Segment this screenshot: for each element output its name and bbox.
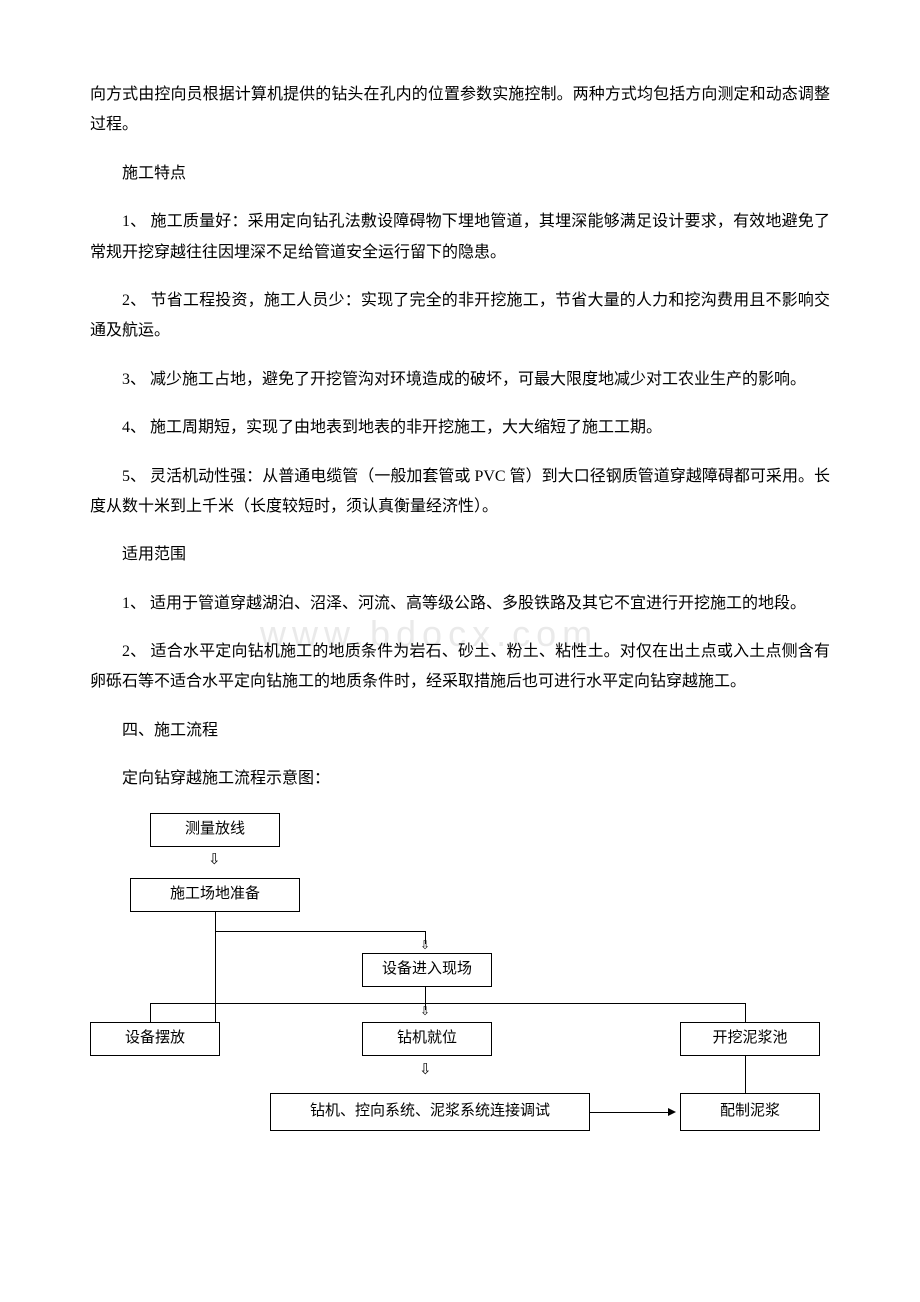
connector-line bbox=[215, 931, 425, 932]
paragraph-feature-5: 5、 灵活机动性强：从普通电缆管（一般加套管或 PVC 管）到大口径钢质管道穿越… bbox=[90, 462, 830, 523]
connector-line bbox=[150, 1003, 151, 1022]
flowchart-box-equipment-enter: 设备进入现场 bbox=[362, 953, 492, 987]
arrow-down-icon: ⇩ bbox=[420, 1005, 430, 1017]
connector-line bbox=[590, 1112, 670, 1113]
arrow-right-icon bbox=[668, 1108, 676, 1116]
flowchart-box-mud-pit: 开挖泥浆池 bbox=[680, 1022, 820, 1056]
heading-scope: 适用范围 bbox=[90, 540, 830, 570]
flowchart-box-mud-prep: 配制泥浆 bbox=[680, 1093, 820, 1131]
paragraph-scope-1: 1、 适用于管道穿越湖泊、沼泽、河流、高等级公路、多股铁路及其它不宜进行开挖施工… bbox=[90, 589, 830, 619]
connector-line bbox=[150, 1003, 745, 1004]
paragraph-feature-1: 1、 施工质量好：采用定向钻孔法敷设障碍物下埋地管道，其埋深能够满足设计要求，有… bbox=[90, 207, 830, 268]
flowchart-box-survey: 测量放线 bbox=[150, 813, 280, 847]
connector-line bbox=[745, 1003, 746, 1022]
paragraph-feature-3: 3、 减少施工占地，避免了开挖管沟对环境造成的破坏，可最大限度地减少对工农业生产… bbox=[90, 365, 830, 395]
flowchart-box-system-debug: 钻机、控向系统、泥浆系统连接调试 bbox=[270, 1093, 590, 1131]
arrow-down-icon: ⇩ bbox=[208, 853, 221, 868]
arrow-down-icon: ⇩ bbox=[419, 1063, 432, 1078]
arrow-down-icon: ⇩ bbox=[420, 939, 430, 951]
heading-process: 四、施工流程 bbox=[90, 716, 830, 746]
heading-features: 施工特点 bbox=[90, 159, 830, 189]
paragraph-process-intro: 定向钻穿越施工流程示意图： bbox=[90, 764, 830, 794]
paragraph-feature-2: 2、 节省工程投资，施工人员少：实现了完全的非开挖施工，节省大量的人力和挖沟费用… bbox=[90, 286, 830, 347]
paragraph-intro: 向方式由控向员根据计算机提供的钻头在孔内的位置参数实施控制。两种方式均包括方向测… bbox=[90, 80, 830, 141]
flowchart-box-site-prep: 施工场地准备 bbox=[130, 878, 300, 912]
connector-line bbox=[215, 912, 216, 1022]
flowchart-box-drill-position: 钻机就位 bbox=[362, 1022, 492, 1056]
paragraph-scope-2: 2、 适合水平定向钻机施工的地质条件为岩石、砂土、粉土、粘性土。对仅在出土点或入… bbox=[90, 637, 830, 698]
paragraph-feature-4: 4、 施工周期短，实现了由地表到地表的非开挖施工，大大缩短了施工工期。 bbox=[90, 413, 830, 443]
flowchart-container: 测量放线 ⇩ 施工场地准备 ⇩ 设备进入现场 ⇩ 设备摆放 钻机就位 开挖泥浆池… bbox=[90, 813, 830, 1163]
connector-line bbox=[425, 987, 426, 1003]
flowchart-box-equipment-place: 设备摆放 bbox=[90, 1022, 220, 1056]
